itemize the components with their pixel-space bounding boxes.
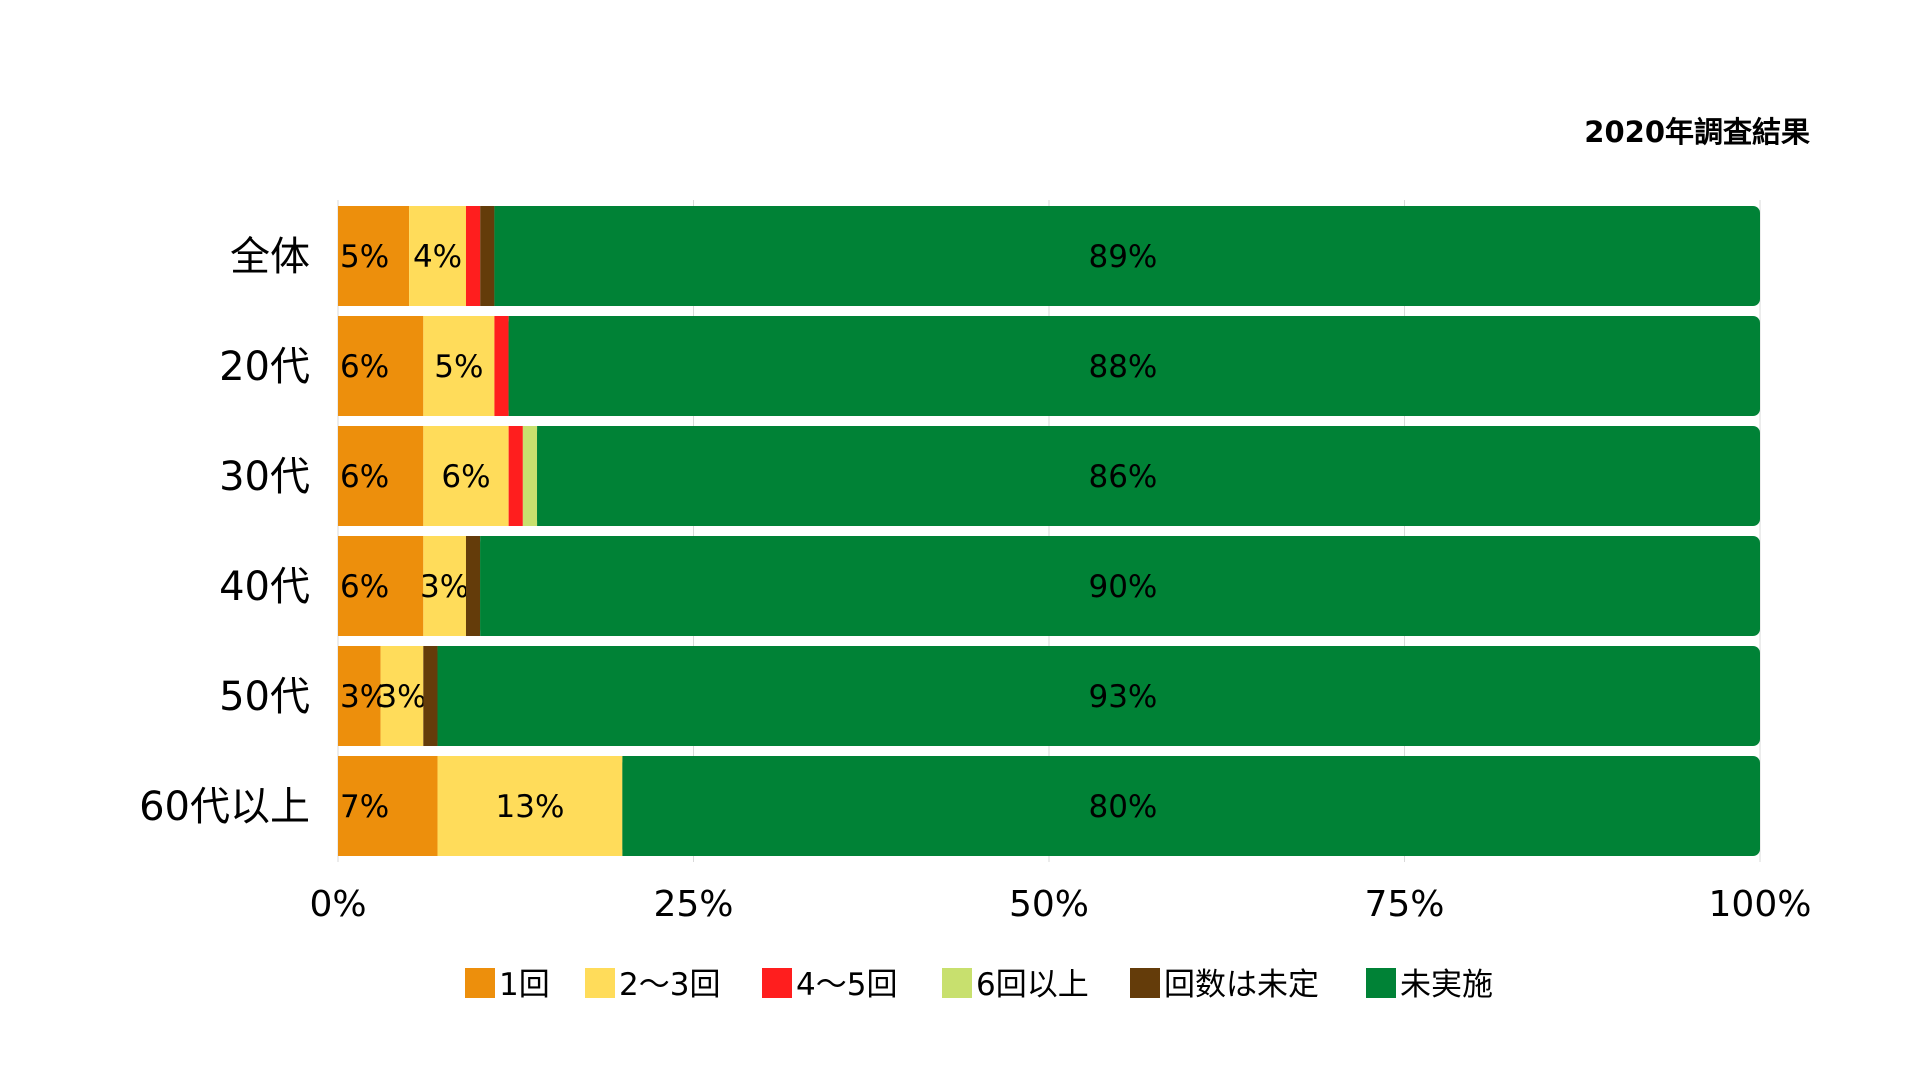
bar-segment: [423, 426, 509, 526]
data-label: 6%: [441, 459, 490, 495]
legend-swatch: [762, 968, 792, 998]
legend-label: 6回以上: [976, 967, 1089, 1003]
legend-item: 未実施: [1366, 967, 1493, 1003]
bar-segment: [423, 536, 466, 636]
category-label: 30代: [219, 454, 310, 500]
category-label: 全体: [230, 234, 310, 280]
legend-swatch: [465, 968, 495, 998]
bar-segment: [437, 756, 623, 856]
bar-row: 6% 3% 90%: [338, 536, 1761, 636]
bar-segment-edge: [508, 316, 519, 416]
legend-label: 4〜5回: [796, 967, 897, 1003]
grid-lines: [337, 200, 1761, 862]
bar-segment: [338, 426, 424, 526]
legend-item: 1回: [465, 967, 550, 1003]
bar-segment: [437, 646, 1760, 746]
legend: 1回 2〜3回 4〜5回 6回以上 回数は未定 未実施: [465, 967, 1493, 1003]
x-tick-label: 0%: [309, 884, 366, 925]
bar-segment: [522, 426, 538, 526]
legend-item: 4〜5回: [762, 967, 897, 1003]
bar-segment: [338, 756, 438, 856]
data-label: 3%: [420, 569, 469, 605]
legend-item: 6回以上: [942, 967, 1089, 1003]
bar-row: 6% 6% 86%: [338, 426, 1760, 526]
data-label: 6%: [340, 459, 389, 495]
x-tick-label: 100%: [1709, 884, 1812, 925]
data-label: 89%: [1088, 239, 1157, 275]
category-labels: 全体 20代 30代 40代 50代 60代以上: [139, 234, 310, 830]
bar-segment: [480, 206, 495, 306]
data-label: 5%: [434, 349, 483, 385]
legend-label: 未実施: [1400, 967, 1493, 1003]
legend-swatch: [942, 968, 972, 998]
bar-segment: [494, 206, 1760, 306]
bars: 5% 4% 89%6% 5% 88%6% 6% 86%6% 3% 90%3%3% 93%7% 13%…: [338, 206, 1761, 856]
bar-segment-edge: [537, 426, 548, 526]
legend-swatch: [585, 968, 615, 998]
data-label: 6%: [340, 349, 389, 385]
category-label: 60代以上: [139, 784, 310, 830]
bar-row: 5% 4% 89%: [338, 206, 1760, 306]
bar-row: 6% 5% 88%: [338, 316, 1760, 416]
legend-label: 1回: [499, 967, 550, 1003]
legend-label: 回数は未定: [1164, 967, 1319, 1003]
data-label: 93%: [1088, 679, 1157, 715]
x-tick-label: 50%: [1009, 884, 1089, 925]
data-label: 3%: [377, 679, 426, 715]
bar-segment: [380, 646, 424, 746]
bar-segment: [423, 646, 438, 746]
chart-title: 2020年調査結果: [1584, 115, 1810, 149]
legend-item: 2〜3回: [585, 967, 720, 1003]
bar-segment: [338, 646, 381, 746]
x-tick-label: 75%: [1364, 884, 1444, 925]
data-label: 90%: [1088, 569, 1157, 605]
data-label: 13%: [496, 789, 565, 825]
data-label: 7%: [340, 789, 389, 825]
bar-row: 7% 13% 80%: [338, 756, 1760, 856]
x-axis-tick-labels: 0% 25% 50% 75% 100%: [309, 884, 1811, 925]
bar-segment-edge: [494, 206, 505, 306]
legend-label: 2〜3回: [619, 967, 720, 1003]
legend-item: 回数は未定: [1130, 967, 1319, 1003]
data-label: 86%: [1088, 459, 1157, 495]
bar-segment-edge: [480, 536, 491, 636]
category-label: 20代: [219, 344, 310, 390]
data-label: 80%: [1088, 789, 1157, 825]
category-label: 40代: [219, 564, 310, 610]
bar-segment-edge: [437, 646, 448, 746]
bar-segment: [494, 316, 509, 416]
legend-swatch: [1130, 968, 1160, 998]
bar-segment: [622, 756, 1760, 856]
bar-segment: [480, 536, 1761, 636]
bar-segment: [338, 536, 424, 636]
category-label: 50代: [219, 674, 310, 720]
bar-segment: [423, 316, 495, 416]
data-label: 88%: [1088, 349, 1157, 385]
bar-segment: [508, 316, 1760, 416]
legend-swatch: [1366, 968, 1396, 998]
bar-segment: [465, 536, 481, 636]
x-tick-label: 25%: [653, 884, 733, 925]
bar-segment: [338, 206, 410, 306]
bar-row: 3%3% 93%: [338, 646, 1760, 746]
bar-segment: [465, 206, 481, 306]
bar-segment: [508, 426, 523, 526]
bar-segment: [338, 316, 424, 416]
data-label: 5%: [340, 239, 389, 275]
data-label: 6%: [340, 569, 389, 605]
bar-segment: [537, 426, 1760, 526]
bar-segment-edge: [622, 756, 633, 856]
bar-segment: [409, 206, 466, 306]
data-label: 4%: [413, 239, 462, 275]
